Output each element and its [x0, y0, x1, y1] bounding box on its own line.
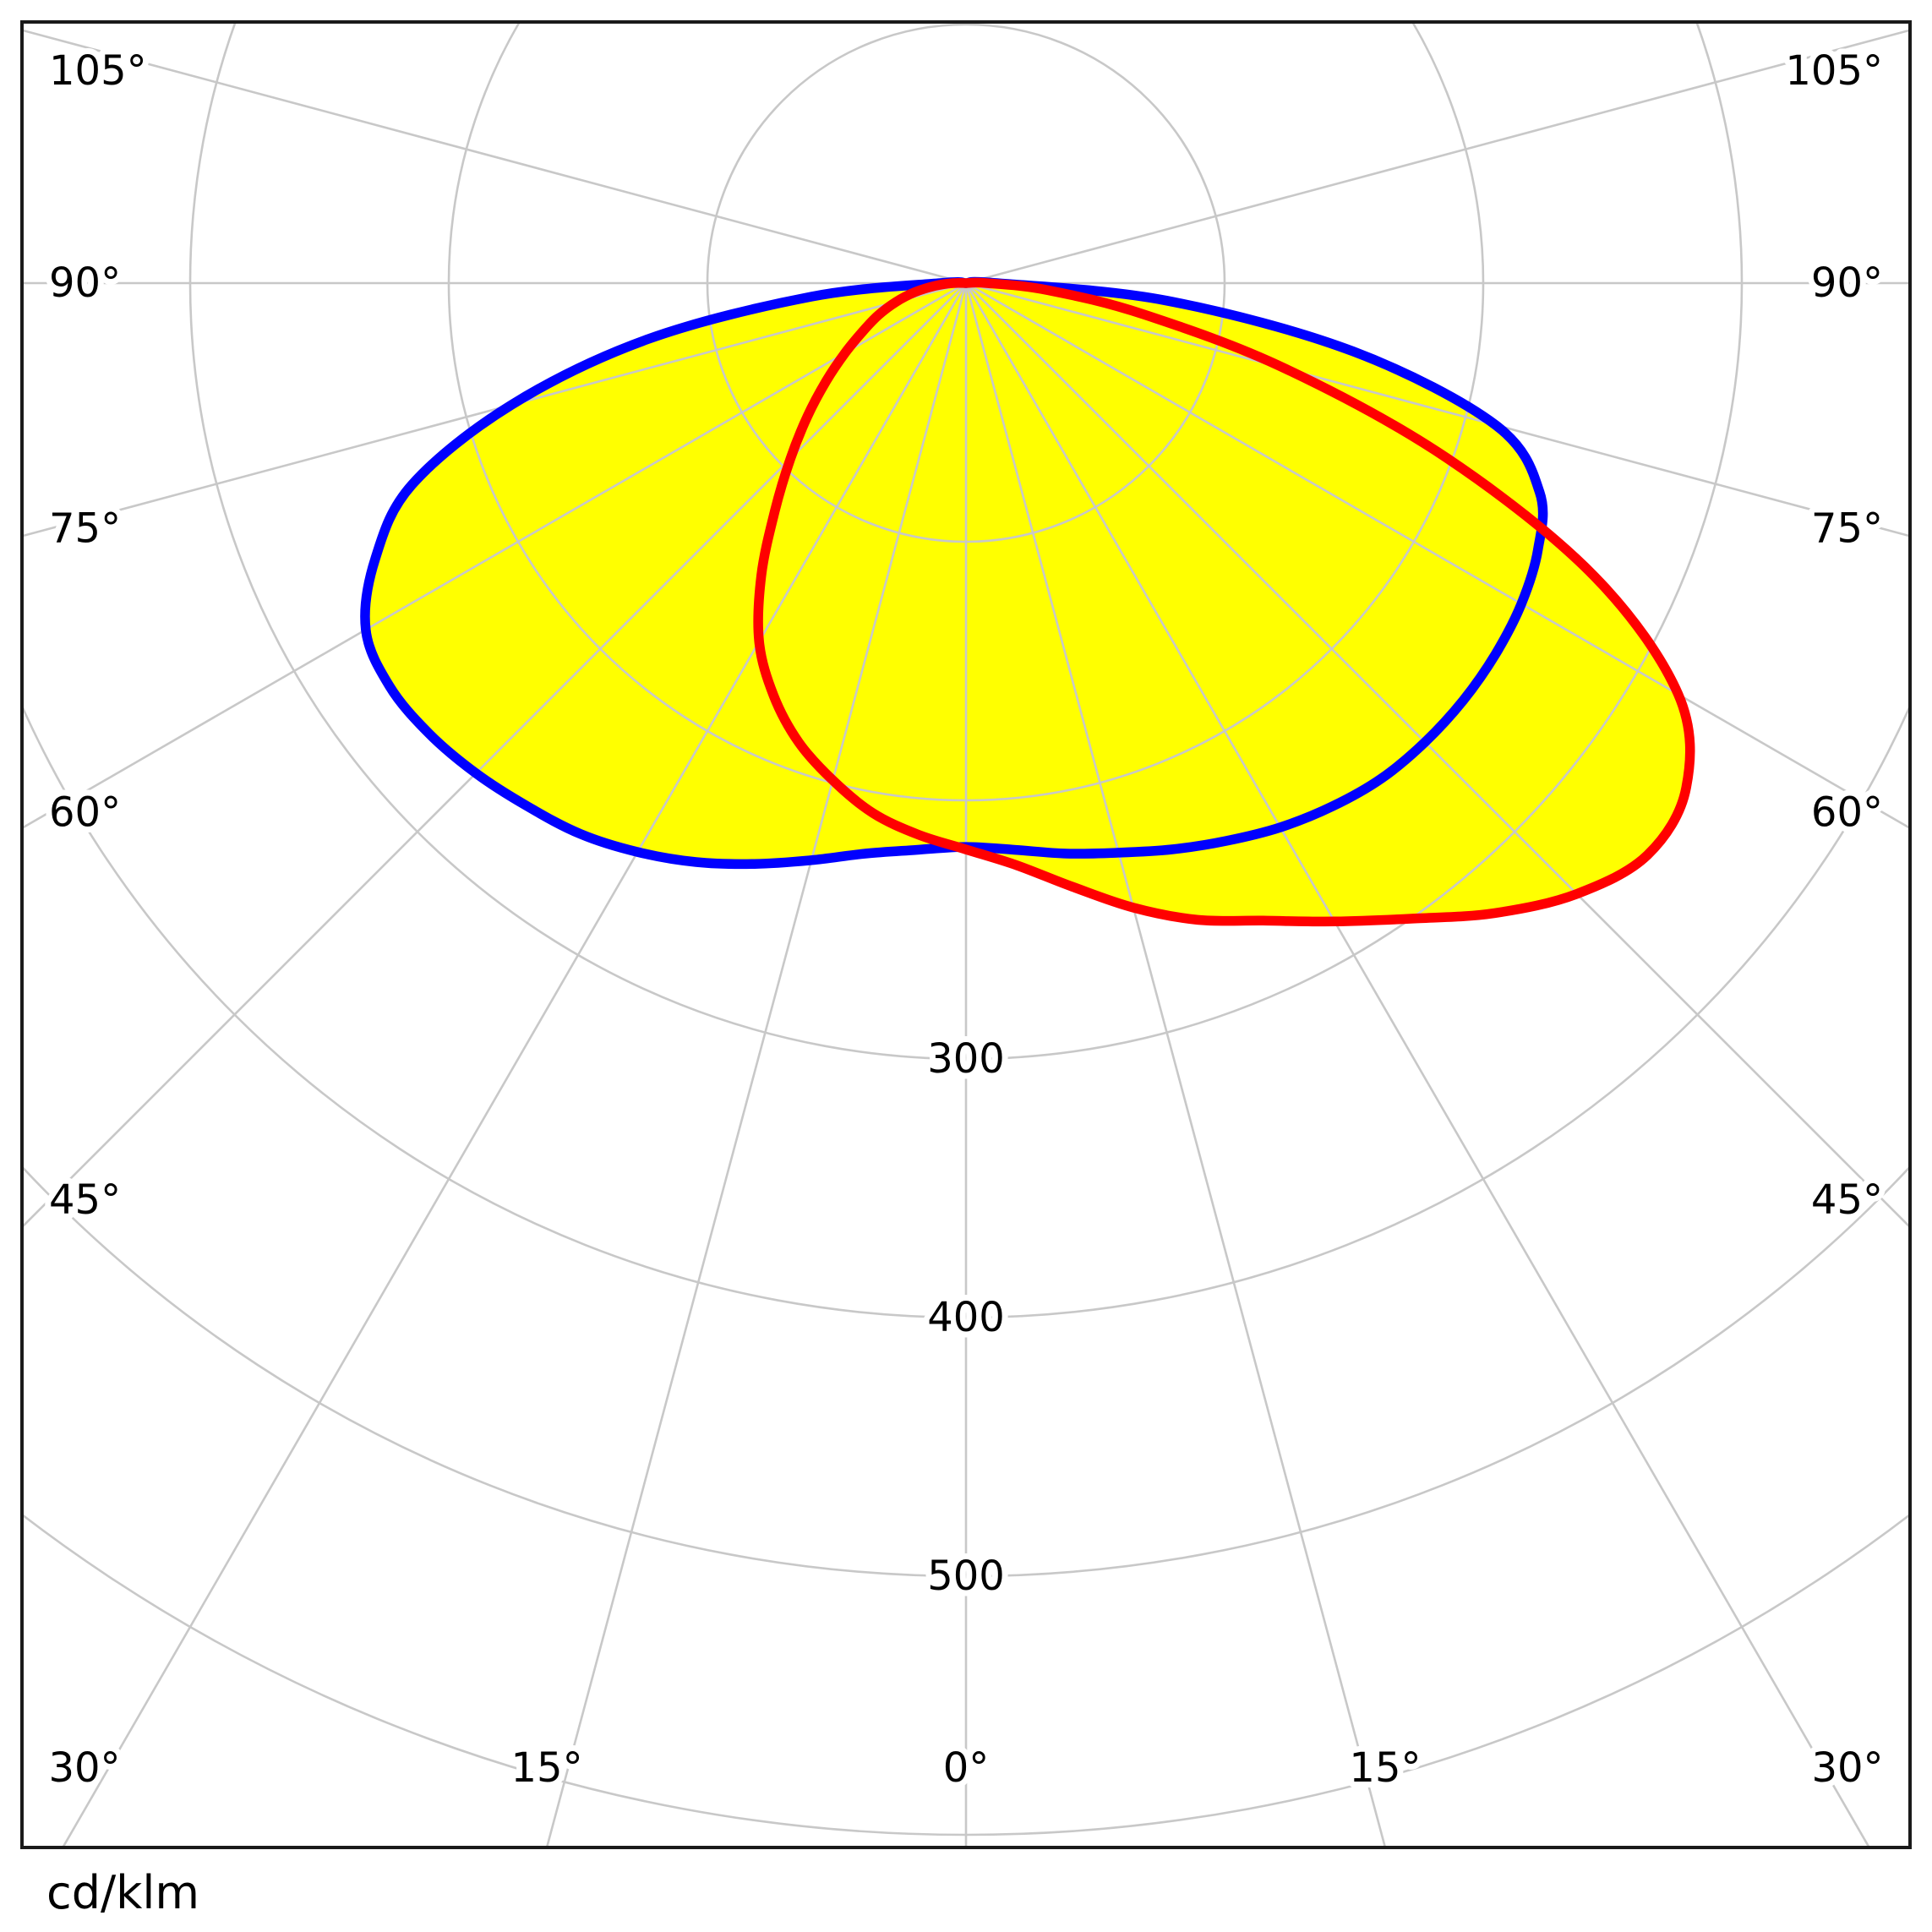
angle-label-left: 45° — [49, 1176, 121, 1224]
grid-ray — [965, 281, 1910, 830]
grid-ray — [545, 282, 968, 1847]
radial-tick-label: 400 — [927, 1294, 1005, 1341]
grid-ray — [22, 29, 967, 285]
grid-ray — [964, 282, 1871, 1847]
angle-label-left: 105° — [49, 47, 147, 95]
chart-frame — [20, 20, 1912, 1849]
angle-label-left: 90° — [49, 259, 121, 307]
grid-ray — [61, 282, 968, 1847]
angle-label-right: 105° — [1785, 47, 1883, 95]
grid-ray — [22, 282, 967, 1229]
angle-label-left: 75° — [49, 505, 121, 553]
red-curve-fill — [758, 282, 1690, 922]
angle-label-bottom-right: 30° — [1811, 1744, 1883, 1792]
radial-tick-labels: 300 400 500 — [921, 1029, 1011, 1606]
angle-label-bottom-left: 30° — [48, 1744, 120, 1792]
angle-label-right: 45° — [1811, 1176, 1883, 1224]
red-curve — [753, 277, 1695, 927]
angle-label-bottom-center: 0° — [943, 1744, 990, 1792]
grid-ray — [22, 281, 967, 538]
grid-ray — [965, 29, 1910, 285]
grid-ray — [964, 282, 1387, 1847]
angle-label-bottom-left: 15° — [510, 1744, 582, 1792]
angle-label-left: 60° — [49, 789, 121, 836]
angle-labels: 0° 15° 15° 30° 30° 45° 45° 60° 60° 75° 75° 90° 90° 10… — [42, 41, 1889, 1798]
unit-label: cd/klm — [46, 1866, 199, 1919]
angle-label-right: 60° — [1811, 789, 1883, 836]
grid-ray — [965, 282, 1910, 1229]
grid-ray — [965, 281, 1910, 538]
angle-label-right: 75° — [1811, 505, 1883, 553]
angle-label-right: 90° — [1811, 259, 1883, 307]
angle-label-bottom-right: 15° — [1349, 1744, 1421, 1792]
radial-tick-label: 300 — [927, 1035, 1005, 1083]
grid-ray — [22, 281, 967, 830]
radial-tick-label: 500 — [927, 1553, 1005, 1600]
